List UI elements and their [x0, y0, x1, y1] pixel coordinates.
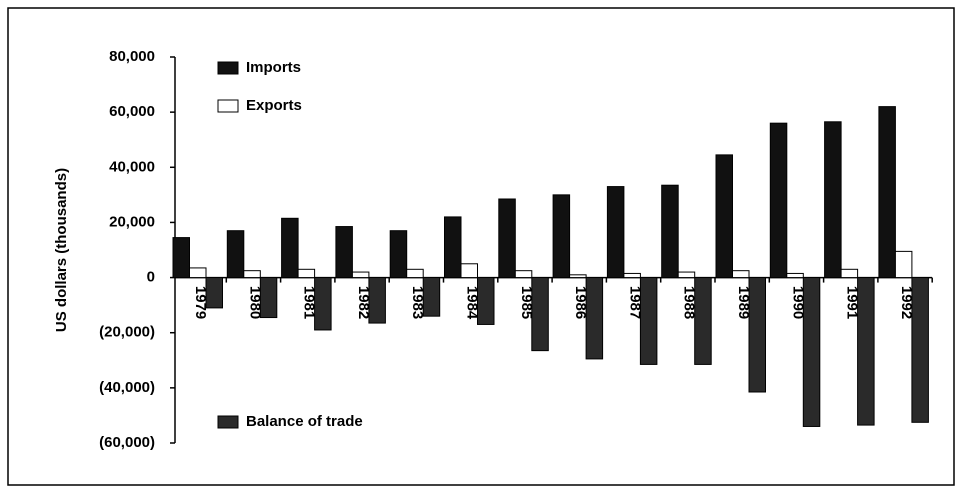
legend-swatch — [217, 61, 239, 75]
bar — [531, 277, 549, 352]
x-tick-label: 1985 — [518, 286, 535, 319]
bar — [406, 268, 424, 279]
bar — [606, 186, 625, 279]
bar — [857, 277, 875, 426]
bar — [498, 198, 516, 279]
bar — [748, 277, 766, 393]
bar — [297, 268, 316, 279]
bar — [281, 217, 299, 279]
frame — [7, 7, 955, 486]
y-tick-label: (60,000) — [99, 434, 155, 451]
y-tick-label: 20,000 — [109, 213, 155, 230]
bar — [172, 237, 190, 279]
bar — [677, 271, 696, 279]
x-tick-label: 1979 — [192, 286, 209, 319]
x-tick-label: 1988 — [681, 286, 698, 319]
bar — [878, 106, 896, 279]
x-tick-label: 1987 — [626, 286, 643, 319]
bar — [314, 277, 332, 331]
legend-label: Balance of trade — [246, 413, 363, 430]
bar — [569, 274, 587, 279]
bar — [243, 270, 261, 279]
bar — [368, 277, 386, 324]
bar — [189, 267, 207, 279]
bar — [351, 271, 370, 279]
x-tick-label: 1982 — [355, 286, 372, 319]
bar — [444, 216, 462, 279]
bar — [732, 270, 750, 279]
x-tick-label: 1989 — [735, 286, 752, 319]
bar — [840, 268, 859, 279]
y-tick-label: 80,000 — [109, 48, 155, 65]
bar — [585, 277, 604, 360]
bar — [661, 184, 679, 279]
y-axis-label: US dollars (thousands) — [53, 168, 70, 332]
x-tick-label: 1986 — [572, 286, 589, 319]
bar — [226, 230, 245, 279]
bar — [477, 277, 495, 325]
x-tick-label: 1991 — [844, 286, 861, 319]
x-tick-label: 1980 — [246, 286, 263, 319]
x-tick-label: 1990 — [789, 286, 806, 319]
y-tick-label: 40,000 — [109, 158, 155, 175]
x-tick-label: 1983 — [409, 286, 426, 319]
y-tick-label: 60,000 — [109, 103, 155, 120]
y-tick-label: (40,000) — [99, 379, 155, 396]
legend-label: Exports — [246, 97, 302, 114]
bar — [694, 277, 712, 365]
bar — [769, 122, 788, 279]
bar — [911, 277, 929, 423]
bar — [824, 121, 842, 279]
legend-swatch — [217, 415, 239, 429]
y-tick-label: 0 — [147, 269, 155, 286]
bar — [639, 277, 658, 365]
bar — [623, 272, 641, 279]
legend-swatch — [217, 99, 239, 113]
bar — [786, 272, 804, 279]
bar — [205, 277, 223, 309]
x-tick-label: 1981 — [301, 286, 318, 319]
bar — [802, 277, 821, 427]
bar — [335, 226, 353, 279]
bar — [514, 270, 533, 279]
legend-label: Imports — [246, 59, 301, 76]
x-tick-label: 1992 — [898, 286, 915, 319]
bar — [715, 154, 733, 279]
y-tick-label: (20,000) — [99, 324, 155, 341]
bar — [552, 194, 571, 279]
x-tick-label: 1984 — [464, 286, 481, 320]
bar — [259, 277, 278, 319]
bar — [894, 250, 913, 279]
bar — [389, 230, 408, 279]
bar — [422, 277, 441, 317]
bar — [460, 263, 478, 279]
